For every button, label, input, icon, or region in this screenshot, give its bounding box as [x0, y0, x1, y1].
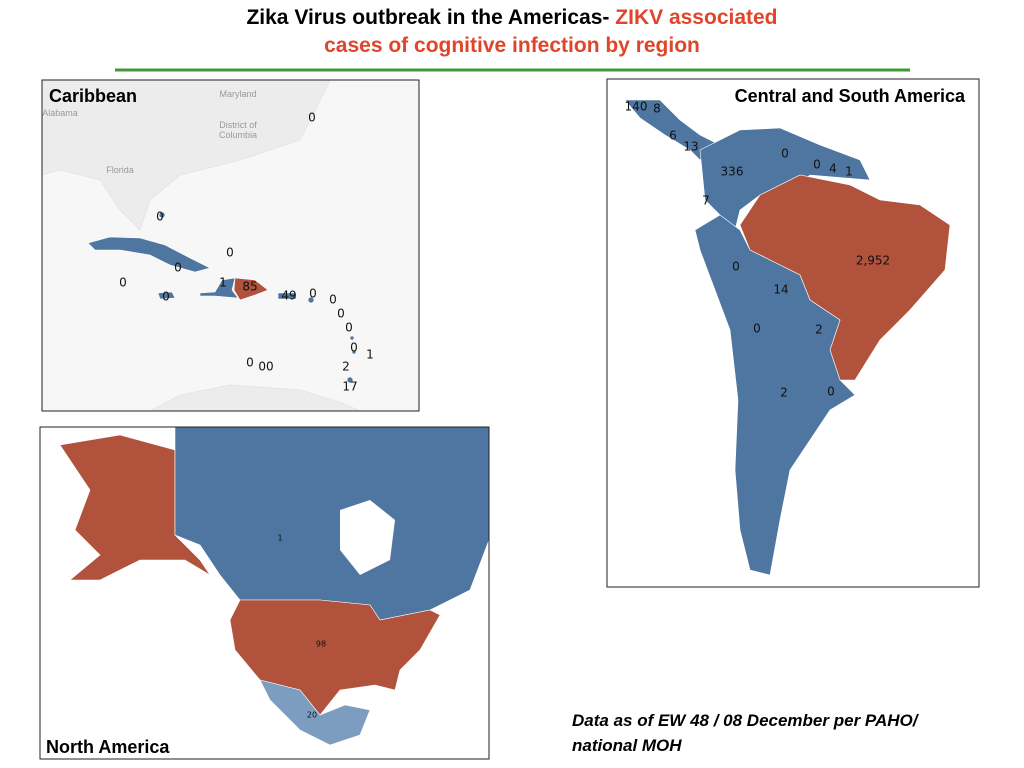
case-label: 7 — [702, 194, 710, 208]
case-label: 98 — [316, 640, 326, 649]
title-highlight: ZIKV associated — [615, 6, 777, 29]
case-label: 2 — [780, 386, 788, 400]
title-line2: cases of cognitive infection by region — [324, 34, 700, 57]
panel-frame — [41, 79, 420, 412]
north-america-map — [40, 427, 489, 759]
case-label: 17 — [342, 380, 357, 394]
footnote: Data as of EW 48 / 08 December per PAHO/ — [572, 711, 920, 730]
panel-frame — [39, 426, 490, 760]
case-label: 0 — [753, 322, 761, 336]
case-label: 2 — [815, 323, 823, 337]
case-label: 1 — [219, 276, 227, 290]
case-label: 0 — [174, 261, 182, 275]
case-label: 2,952 — [856, 254, 890, 268]
place-label: Alabama — [42, 108, 78, 118]
case-label: 0 — [309, 287, 317, 301]
place-label: Columbia — [219, 130, 257, 140]
case-label: 85 — [242, 280, 257, 294]
case-label: 0 — [308, 111, 316, 125]
case-label: 0 — [781, 147, 789, 161]
panel-title: North America — [46, 737, 170, 757]
case-label: 0 — [350, 341, 358, 355]
place-label: Maryland — [219, 89, 256, 99]
case-label: 8 — [653, 102, 661, 116]
case-label: 49 — [281, 289, 296, 303]
case-label: 1 — [366, 348, 374, 362]
case-label: 13 — [683, 140, 698, 154]
title-text: Zika Virus outbreak in the Americas- — [246, 6, 609, 29]
case-label: 336 — [721, 165, 744, 179]
case-label: 0 — [226, 246, 234, 260]
case-label: 0 — [337, 307, 345, 321]
case-label: 14 — [773, 283, 788, 297]
case-label: 0 — [156, 210, 164, 224]
south-america-map — [607, 79, 979, 587]
case-label: 0 — [813, 158, 821, 172]
case-label: 0 — [329, 293, 337, 307]
caribbean-map — [42, 80, 419, 411]
case-label: 0 — [732, 260, 740, 274]
case-label: 0 — [246, 356, 254, 370]
case-label: 1 — [277, 534, 282, 543]
panel-frame — [606, 78, 980, 588]
case-label: 140 — [625, 100, 648, 114]
title: Zika Virus outbreak in the Americas- ZIK… — [246, 6, 777, 29]
case-label: 0 — [345, 321, 353, 335]
case-label: 20 — [307, 711, 317, 720]
case-label: 0 — [119, 276, 127, 290]
case-label: 2 — [342, 360, 350, 374]
place-label: District of — [219, 120, 257, 130]
panel-title: Caribbean — [49, 86, 137, 106]
footnote: national MOH — [572, 736, 682, 755]
case-label: 6 — [669, 129, 677, 143]
case-label: 4 — [829, 162, 837, 176]
place-label: Florida — [106, 165, 134, 175]
case-label: 0 — [827, 385, 835, 399]
panel-title: Central and South America — [735, 86, 966, 106]
case-label: 0 — [162, 290, 170, 304]
case-label: 00 — [258, 360, 273, 374]
case-label: 1 — [845, 165, 853, 179]
